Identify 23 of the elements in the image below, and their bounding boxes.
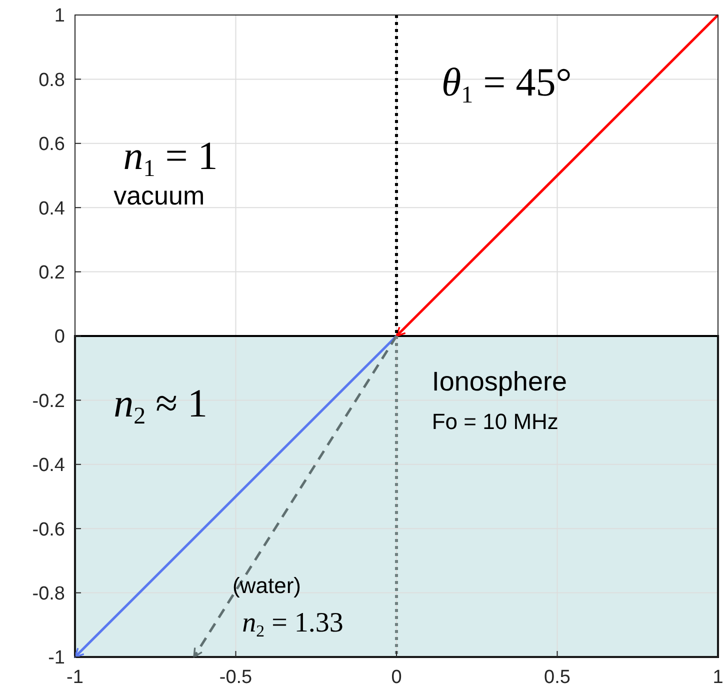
annotation: Ionosphere <box>432 366 567 397</box>
y-tick-label: -0.6 <box>32 519 65 540</box>
y-tick-label: 0.4 <box>38 198 66 220</box>
annotation: n$_{2}$ = 1.33 <box>242 607 344 640</box>
y-tick-label: 0.8 <box>38 70 65 91</box>
x-tick-label: 0 <box>391 667 402 688</box>
annotation: n$_{1}$ = 1 <box>123 133 218 182</box>
x-tick-label: 1 <box>712 667 724 688</box>
y-tick-label: 0.6 <box>38 134 65 156</box>
y-tick-label: 0.2 <box>38 262 65 284</box>
annotation: vacuum <box>114 180 205 210</box>
annotation: Fo = 10 MHz <box>432 409 558 434</box>
y-tick-label: -0.2 <box>32 390 65 412</box>
y-tick-label: 0 <box>54 326 65 348</box>
y-tick-label: 1 <box>54 6 65 27</box>
annotation: n$_{2}$ ≈ 1 <box>114 380 208 430</box>
annotation: (water) <box>232 572 301 598</box>
x-tick-label: 0.5 <box>544 667 570 688</box>
annotation: θ$_{1}$ = 45° <box>442 59 572 108</box>
y-tick-label: -0.4 <box>32 455 66 476</box>
y-tick-label: -0.8 <box>32 583 65 604</box>
y-tick-label: -1 <box>48 648 65 669</box>
x-tick-label: -0.5 <box>219 667 252 688</box>
